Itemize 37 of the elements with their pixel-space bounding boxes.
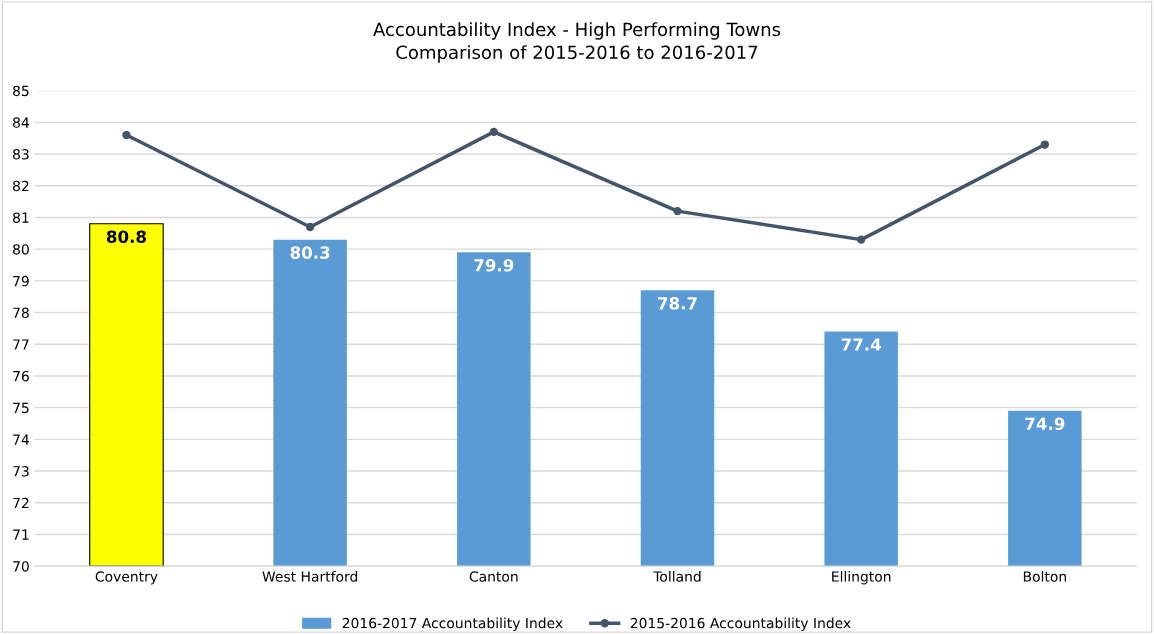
y-tick-label: 74 — [13, 434, 29, 445]
point — [673, 206, 682, 216]
x-tick-label: Bolton — [1023, 571, 1066, 582]
legend-label: 2016-2017 Accountability Index — [342, 617, 563, 632]
point — [305, 222, 315, 232]
chart-title: Accountability Index - High Performing Towns Comparison of 2015-2016 to 2016-2017 — [373, 22, 781, 63]
y-tick-label: 72 — [13, 497, 29, 509]
legend-label: 2015-2016 Accountability Index — [630, 617, 851, 632]
y-tick-label: 80 — [13, 244, 29, 255]
data-label: 79.9 — [474, 258, 514, 272]
x-tick-label: Tolland — [653, 571, 701, 582]
x-tick-label: Ellington — [832, 571, 891, 585]
point — [489, 127, 498, 137]
data-label: 77.4 — [841, 338, 881, 351]
y-tick-label: 75 — [13, 402, 29, 414]
y-tick-label: 85 — [13, 85, 29, 97]
y-tick-label: 71 — [13, 529, 29, 540]
y-tick-label: 70 — [13, 561, 29, 572]
data-label: 80.3 — [290, 246, 330, 259]
x-tick-label: West Hartford — [262, 571, 358, 582]
y-tick-label: 77 — [13, 339, 29, 350]
y-tick-label: 84 — [13, 117, 29, 128]
y-tick-label: 83 — [13, 149, 29, 160]
x-tick-label: Coventry — [95, 571, 158, 585]
x-tick-label: Canton — [469, 571, 518, 582]
point — [1040, 140, 1050, 149]
y-tick-label: 78 — [13, 307, 29, 319]
y-tick-label: 76 — [13, 370, 29, 382]
point — [122, 130, 131, 140]
y-tick-label: 82 — [13, 180, 29, 192]
data-label: 80.8 — [106, 230, 146, 244]
point — [857, 235, 866, 244]
data-label: 74.9 — [1025, 417, 1065, 431]
y-tick-label: 79 — [13, 275, 29, 287]
data-label: 78.7 — [658, 297, 697, 310]
y-tick-label: 73 — [13, 466, 29, 477]
y-tick-label: 81 — [13, 212, 29, 223]
